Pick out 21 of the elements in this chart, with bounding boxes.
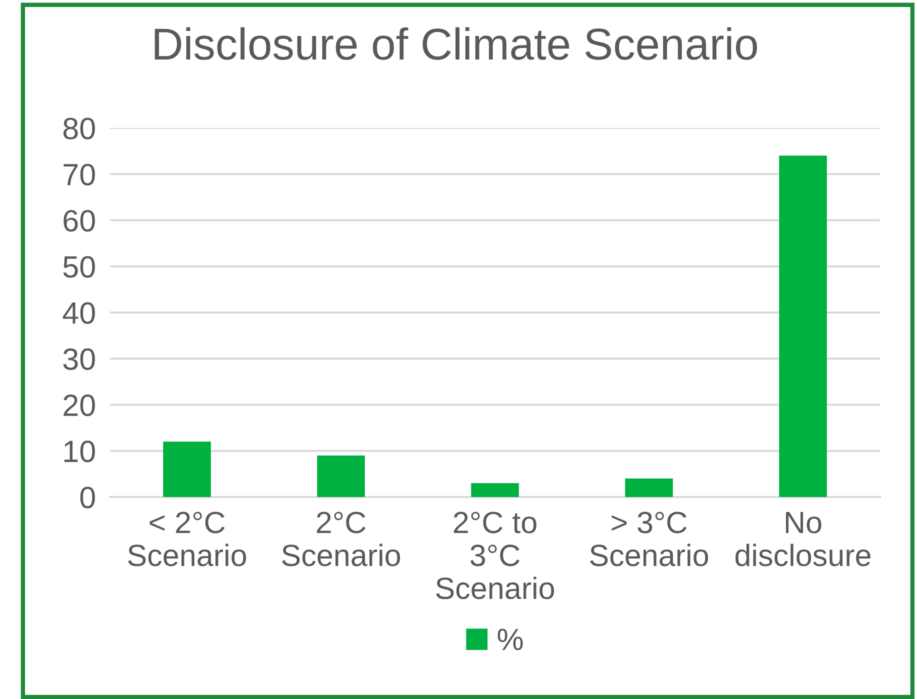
x-tick-label: 2°C to 3°C Scenario	[436, 512, 554, 600]
x-tick-label: No disclosure	[736, 512, 870, 566]
y-tick-label: 10	[64, 440, 95, 462]
bar	[625, 478, 673, 497]
x-tick-label: < 2°C Scenario	[128, 512, 246, 566]
bar	[471, 483, 519, 497]
legend-label: %	[498, 628, 523, 650]
y-tick-label: 60	[64, 210, 95, 232]
y-tick-label: 80	[63, 118, 95, 140]
bar	[779, 156, 827, 497]
y-tick-label: 50	[63, 256, 95, 278]
y-tick-label: 20	[64, 394, 95, 416]
chart-title: Disclosure of Climate Scenario	[154, 27, 757, 60]
y-tick-label: 40	[62, 302, 95, 324]
y-tick-label: 30	[63, 348, 95, 370]
y-tick-label: 0	[80, 486, 95, 508]
bar	[317, 455, 365, 497]
x-tick-label: > 3°C Scenario	[590, 512, 708, 566]
x-tick-label: 2°C Scenario	[282, 512, 400, 566]
bar	[163, 442, 211, 497]
y-tick-label: 70	[64, 164, 95, 186]
